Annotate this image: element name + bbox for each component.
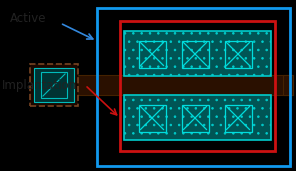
Bar <box>224 41 252 68</box>
Bar <box>139 104 165 131</box>
Text: Active: Active <box>10 12 46 25</box>
Bar <box>224 104 252 131</box>
Bar <box>30 75 293 95</box>
Bar <box>120 21 275 151</box>
Bar <box>139 41 165 68</box>
Bar <box>181 41 208 68</box>
Bar <box>41 72 67 98</box>
Bar <box>97 8 290 166</box>
Bar <box>30 64 78 106</box>
Bar <box>181 104 208 131</box>
Bar <box>283 75 293 95</box>
Bar <box>124 31 271 76</box>
Bar <box>124 95 271 140</box>
Bar <box>34 68 74 102</box>
Text: Implantation: Implantation <box>2 78 77 91</box>
